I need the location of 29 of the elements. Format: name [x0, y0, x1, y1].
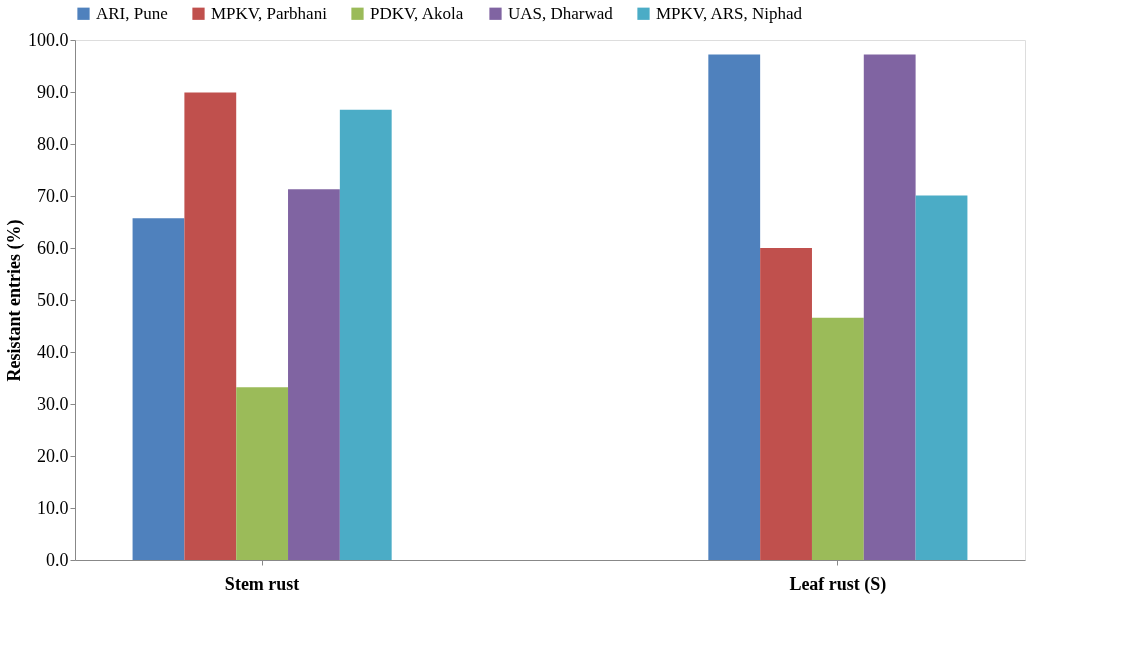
- y-tick-label: 40.0: [37, 341, 69, 362]
- y-tick-label: 20.0: [37, 445, 69, 466]
- x-tick-label: Stem rust: [224, 573, 300, 594]
- bar: [708, 54, 761, 560]
- y-tick-label: 80.0: [37, 133, 69, 154]
- y-tick-label: 90.0: [37, 81, 69, 102]
- x-tick-label: Leaf rust (S): [789, 573, 887, 595]
- y-tick-label: 30.0: [37, 393, 69, 414]
- legend-label: MPKV, Parbhani: [211, 3, 328, 23]
- bar: [288, 189, 340, 560]
- legend-label: MPKV, ARS, Niphad: [656, 3, 803, 23]
- y-tick-label: 60.0: [37, 237, 69, 258]
- legend-label: UAS, Dharwad: [508, 3, 614, 23]
- bar: [132, 218, 185, 560]
- y-tick-label: 70.0: [37, 185, 69, 206]
- bar: [236, 387, 289, 560]
- bar: [863, 54, 916, 560]
- y-tick-label: 0.0: [46, 549, 69, 570]
- legend-label: ARI, Pune: [96, 3, 168, 23]
- bar: [811, 317, 864, 560]
- bar: [184, 92, 237, 560]
- bar: [915, 195, 968, 560]
- y-tick-label: 10.0: [37, 497, 69, 518]
- y-tick-label: 100.0: [28, 29, 69, 50]
- y-axis-title: Resistant entries (%): [4, 219, 25, 382]
- legend-label: PDKV, Akola: [370, 3, 464, 23]
- bar: [760, 248, 812, 560]
- y-tick-label: 50.0: [37, 289, 69, 310]
- bar: [339, 109, 392, 560]
